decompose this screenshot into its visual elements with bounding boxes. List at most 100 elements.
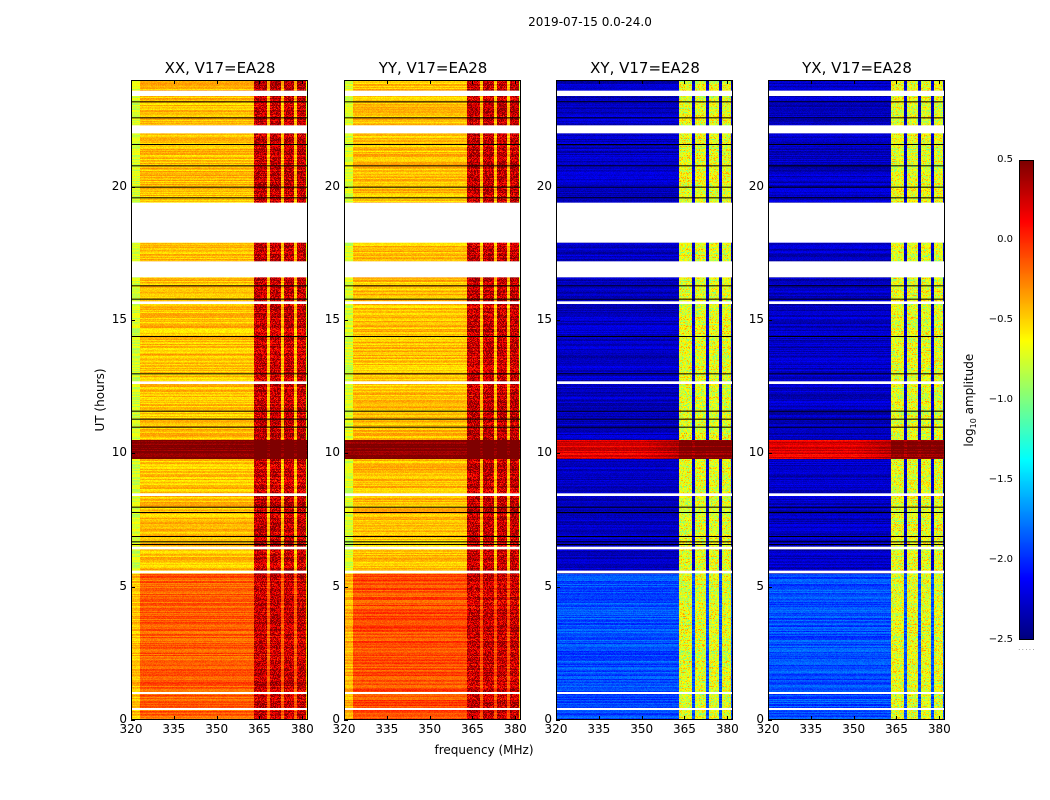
y-tick-mark [768,320,772,321]
y-tick-label: 15 [111,312,127,326]
x-tick-mark [344,716,345,720]
figure-suptitle: 2019-07-15 0.0-24.0 [528,15,652,29]
x-axis-label: frequency (MHz) [434,743,534,757]
y-tick-mark [131,453,135,455]
y-tick-label: 10 [324,445,340,460]
colorbar-label-prefix: log [961,428,976,447]
y-tick-mark [768,720,772,721]
x-tick-mark [515,716,517,720]
colorbar-label-suffix: amplitude [961,353,976,419]
y-tick-mark [344,320,348,321]
y-tick-label: 10 [536,445,552,460]
y-tick-mark [556,186,560,188]
x-tick-mark [853,80,855,84]
x-tick-label: 320 [332,722,356,736]
y-tick-label: 15 [536,312,552,326]
x-tick-mark [173,80,175,84]
x-tick-mark [429,716,431,720]
x-tick-label: 350 [842,722,866,736]
x-tick-mark [216,80,218,84]
y-tick-label: 20 [536,178,552,193]
y-tick-mark [556,320,560,321]
x-tick-label: 380 [503,722,527,736]
x-tick-mark [810,80,812,84]
y-tick-label: 10 [748,445,764,460]
y-tick-label: 5 [544,578,552,593]
colorbar-label-sub: 10 [969,418,979,429]
x-tick-label: 365 [461,722,484,736]
x-tick-label: 320 [119,722,143,736]
x-tick-label: 350 [418,722,442,736]
x-tick-mark [810,716,812,720]
y-tick-label: 5 [119,578,127,593]
x-tick-label: 380 [927,722,951,736]
heatmap-xy [556,80,733,720]
x-tick-label: 365 [885,722,908,736]
y-tick-mark [556,720,560,721]
x-tick-label: 365 [673,722,696,736]
x-tick-mark [641,716,643,720]
y-tick-label: 20 [748,178,764,193]
x-tick-label: 380 [715,722,739,736]
y-tick-mark [768,453,772,455]
x-tick-mark [939,716,941,720]
y-tick-mark [344,586,348,588]
colorbar-label: log10 amplitude [962,340,978,460]
y-tick-label: 15 [748,312,764,326]
colorbar-tick-label: −2.0 [988,554,1013,565]
colorbar-extend-marker: ..... [1018,643,1036,652]
x-tick-mark [344,80,345,84]
colorbar-tick-label: 0.0 [997,234,1013,245]
y-tick-mark [344,453,348,455]
heatmap-yy [344,80,521,720]
y-tick-label: 5 [332,578,340,593]
x-tick-mark [896,716,898,720]
y-tick-label: 0 [332,712,340,726]
x-tick-label: 335 [162,722,186,736]
x-tick-mark [386,716,388,720]
heatmap-xx [131,80,308,720]
panel-title: XY, V17=EA28 [590,59,700,77]
y-tick-mark [131,586,135,588]
x-tick-label: 380 [290,722,314,736]
panel-title: XX, V17=EA28 [164,59,276,77]
x-tick-label: 350 [205,722,229,736]
colorbar-tick-label: 0.5 [997,154,1013,165]
x-tick-mark [259,80,261,84]
x-tick-mark [131,716,132,720]
x-tick-mark [302,80,304,84]
x-tick-mark [684,716,686,720]
x-tick-mark [939,80,941,84]
x-tick-mark [727,716,729,720]
y-tick-label: 5 [756,578,764,593]
x-tick-label: 320 [544,722,568,736]
y-tick-mark [131,186,135,188]
colorbar-tick-label: −1.0 [988,394,1013,405]
x-tick-mark [173,716,175,720]
x-tick-mark [768,716,769,720]
x-tick-mark [641,80,643,84]
panel-title: YX, V17=EA28 [802,59,912,77]
x-tick-label: 335 [799,722,823,736]
x-tick-mark [727,80,729,84]
y-tick-label: 0 [756,712,764,726]
y-tick-mark [344,186,348,188]
x-tick-mark [429,80,431,84]
x-tick-label: 335 [587,722,611,736]
colorbar-tick-label: −2.5 [988,634,1013,645]
x-tick-mark [556,716,557,720]
y-tick-label: 0 [119,712,127,726]
x-tick-label: 365 [248,722,271,736]
x-tick-mark [302,716,304,720]
colorbar-tick-label: −1.5 [988,474,1013,485]
y-tick-mark [131,720,135,721]
x-tick-mark [472,716,474,720]
y-axis-label: UT (hours) [93,368,107,432]
panel-title: YY, V17=EA28 [378,59,488,77]
heatmap-yx [768,80,945,720]
y-tick-mark [556,586,560,588]
x-tick-mark [216,716,218,720]
x-tick-mark [768,80,769,84]
x-tick-mark [684,80,686,84]
y-tick-label: 20 [111,178,127,193]
